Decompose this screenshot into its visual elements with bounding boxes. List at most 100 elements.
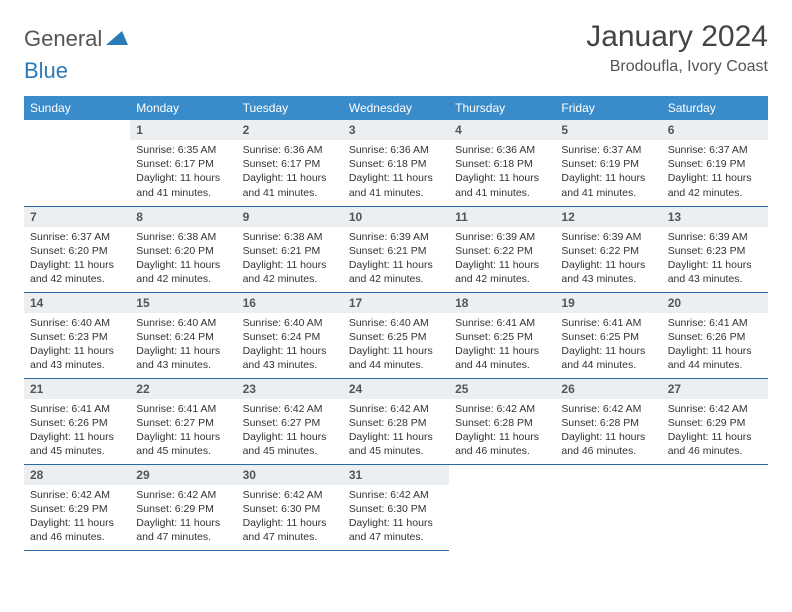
sunrise-line: Sunrise: 6:41 AM bbox=[30, 402, 124, 416]
sunset-line: Sunset: 6:17 PM bbox=[243, 157, 337, 171]
sunset-line: Sunset: 6:29 PM bbox=[136, 502, 230, 516]
calendar-week-row: 28Sunrise: 6:42 AMSunset: 6:29 PMDayligh… bbox=[24, 464, 768, 550]
sunrise-line: Sunrise: 6:40 AM bbox=[243, 316, 337, 330]
calendar-day-cell: 28Sunrise: 6:42 AMSunset: 6:29 PMDayligh… bbox=[24, 464, 130, 550]
calendar-day-cell: 22Sunrise: 6:41 AMSunset: 6:27 PMDayligh… bbox=[130, 378, 236, 464]
day-number: 5 bbox=[555, 120, 661, 140]
daylight-line: Daylight: 11 hours and 41 minutes. bbox=[455, 171, 549, 199]
calendar-day-cell: 26Sunrise: 6:42 AMSunset: 6:28 PMDayligh… bbox=[555, 378, 661, 464]
daylight-line: Daylight: 11 hours and 43 minutes. bbox=[30, 344, 124, 372]
weekday-header: Tuesday bbox=[237, 96, 343, 120]
day-body: Sunrise: 6:41 AMSunset: 6:26 PMDaylight:… bbox=[662, 313, 768, 377]
calendar-day-cell: 15Sunrise: 6:40 AMSunset: 6:24 PMDayligh… bbox=[130, 292, 236, 378]
daylight-line: Daylight: 11 hours and 44 minutes. bbox=[668, 344, 762, 372]
sunrise-line: Sunrise: 6:42 AM bbox=[349, 488, 443, 502]
calendar-day-cell: 13Sunrise: 6:39 AMSunset: 6:23 PMDayligh… bbox=[662, 206, 768, 292]
daylight-line: Daylight: 11 hours and 47 minutes. bbox=[136, 516, 230, 544]
day-number: 19 bbox=[555, 293, 661, 313]
day-body: Sunrise: 6:41 AMSunset: 6:25 PMDaylight:… bbox=[555, 313, 661, 377]
sunrise-line: Sunrise: 6:41 AM bbox=[561, 316, 655, 330]
sunset-line: Sunset: 6:18 PM bbox=[455, 157, 549, 171]
day-number: 12 bbox=[555, 207, 661, 227]
daylight-line: Daylight: 11 hours and 41 minutes. bbox=[561, 171, 655, 199]
calendar-day-cell: 29Sunrise: 6:42 AMSunset: 6:29 PMDayligh… bbox=[130, 464, 236, 550]
sunrise-line: Sunrise: 6:42 AM bbox=[349, 402, 443, 416]
sunset-line: Sunset: 6:23 PM bbox=[30, 330, 124, 344]
daylight-line: Daylight: 11 hours and 45 minutes. bbox=[30, 430, 124, 458]
day-body: Sunrise: 6:42 AMSunset: 6:30 PMDaylight:… bbox=[237, 485, 343, 549]
sunrise-line: Sunrise: 6:42 AM bbox=[668, 402, 762, 416]
day-number: 23 bbox=[237, 379, 343, 399]
daylight-line: Daylight: 11 hours and 45 minutes. bbox=[136, 430, 230, 458]
sunset-line: Sunset: 6:27 PM bbox=[243, 416, 337, 430]
calendar-day-cell: 24Sunrise: 6:42 AMSunset: 6:28 PMDayligh… bbox=[343, 378, 449, 464]
calendar-week-row: 14Sunrise: 6:40 AMSunset: 6:23 PMDayligh… bbox=[24, 292, 768, 378]
daylight-line: Daylight: 11 hours and 41 minutes. bbox=[136, 171, 230, 199]
day-body: Sunrise: 6:37 AMSunset: 6:19 PMDaylight:… bbox=[555, 140, 661, 204]
sunrise-line: Sunrise: 6:39 AM bbox=[455, 230, 549, 244]
day-number: 17 bbox=[343, 293, 449, 313]
sunrise-line: Sunrise: 6:41 AM bbox=[455, 316, 549, 330]
calendar-week-row: 21Sunrise: 6:41 AMSunset: 6:26 PMDayligh… bbox=[24, 378, 768, 464]
calendar-day-cell: 25Sunrise: 6:42 AMSunset: 6:28 PMDayligh… bbox=[449, 378, 555, 464]
logo: General bbox=[24, 20, 130, 52]
sunset-line: Sunset: 6:29 PM bbox=[668, 416, 762, 430]
logo-text-general: General bbox=[24, 26, 102, 52]
day-body: Sunrise: 6:35 AMSunset: 6:17 PMDaylight:… bbox=[130, 140, 236, 204]
day-body: Sunrise: 6:42 AMSunset: 6:30 PMDaylight:… bbox=[343, 485, 449, 549]
day-body: Sunrise: 6:40 AMSunset: 6:25 PMDaylight:… bbox=[343, 313, 449, 377]
sunset-line: Sunset: 6:26 PM bbox=[30, 416, 124, 430]
day-body: Sunrise: 6:42 AMSunset: 6:27 PMDaylight:… bbox=[237, 399, 343, 463]
day-body: Sunrise: 6:42 AMSunset: 6:29 PMDaylight:… bbox=[662, 399, 768, 463]
calendar-day-cell: 10Sunrise: 6:39 AMSunset: 6:21 PMDayligh… bbox=[343, 206, 449, 292]
sunrise-line: Sunrise: 6:37 AM bbox=[561, 143, 655, 157]
sunset-line: Sunset: 6:27 PM bbox=[136, 416, 230, 430]
sunset-line: Sunset: 6:28 PM bbox=[561, 416, 655, 430]
daylight-line: Daylight: 11 hours and 46 minutes. bbox=[455, 430, 549, 458]
day-number: 31 bbox=[343, 465, 449, 485]
calendar-day-cell: 6Sunrise: 6:37 AMSunset: 6:19 PMDaylight… bbox=[662, 120, 768, 206]
month-title: January 2024 bbox=[586, 20, 768, 54]
daylight-line: Daylight: 11 hours and 44 minutes. bbox=[561, 344, 655, 372]
daylight-line: Daylight: 11 hours and 42 minutes. bbox=[668, 171, 762, 199]
weekday-header: Monday bbox=[130, 96, 236, 120]
logo-triangle-icon bbox=[106, 29, 128, 50]
daylight-line: Daylight: 11 hours and 42 minutes. bbox=[30, 258, 124, 286]
calendar-day-cell: 16Sunrise: 6:40 AMSunset: 6:24 PMDayligh… bbox=[237, 292, 343, 378]
day-body: Sunrise: 6:37 AMSunset: 6:19 PMDaylight:… bbox=[662, 140, 768, 204]
calendar-day-cell: 2Sunrise: 6:36 AMSunset: 6:17 PMDaylight… bbox=[237, 120, 343, 206]
day-number: 15 bbox=[130, 293, 236, 313]
sunset-line: Sunset: 6:22 PM bbox=[455, 244, 549, 258]
day-body: Sunrise: 6:39 AMSunset: 6:22 PMDaylight:… bbox=[449, 227, 555, 291]
sunset-line: Sunset: 6:22 PM bbox=[561, 244, 655, 258]
sunrise-line: Sunrise: 6:37 AM bbox=[30, 230, 124, 244]
calendar-week-row: ..1Sunrise: 6:35 AMSunset: 6:17 PMDaylig… bbox=[24, 120, 768, 206]
daylight-line: Daylight: 11 hours and 45 minutes. bbox=[243, 430, 337, 458]
day-number: 16 bbox=[237, 293, 343, 313]
daylight-line: Daylight: 11 hours and 46 minutes. bbox=[30, 516, 124, 544]
day-number: 24 bbox=[343, 379, 449, 399]
calendar-day-cell: 30Sunrise: 6:42 AMSunset: 6:30 PMDayligh… bbox=[237, 464, 343, 550]
sunset-line: Sunset: 6:26 PM bbox=[668, 330, 762, 344]
day-body: Sunrise: 6:42 AMSunset: 6:28 PMDaylight:… bbox=[449, 399, 555, 463]
sunset-line: Sunset: 6:25 PM bbox=[349, 330, 443, 344]
sunset-line: Sunset: 6:30 PM bbox=[243, 502, 337, 516]
day-body: Sunrise: 6:38 AMSunset: 6:21 PMDaylight:… bbox=[237, 227, 343, 291]
sunrise-line: Sunrise: 6:36 AM bbox=[455, 143, 549, 157]
day-number: 27 bbox=[662, 379, 768, 399]
calendar-day-cell: 18Sunrise: 6:41 AMSunset: 6:25 PMDayligh… bbox=[449, 292, 555, 378]
sunset-line: Sunset: 6:20 PM bbox=[136, 244, 230, 258]
calendar-header-row: SundayMondayTuesdayWednesdayThursdayFrid… bbox=[24, 96, 768, 120]
day-number: 3 bbox=[343, 120, 449, 140]
day-body: Sunrise: 6:41 AMSunset: 6:26 PMDaylight:… bbox=[24, 399, 130, 463]
sunset-line: Sunset: 6:28 PM bbox=[455, 416, 549, 430]
calendar-body: ..1Sunrise: 6:35 AMSunset: 6:17 PMDaylig… bbox=[24, 120, 768, 550]
calendar-day-cell: 3Sunrise: 6:36 AMSunset: 6:18 PMDaylight… bbox=[343, 120, 449, 206]
weekday-header: Wednesday bbox=[343, 96, 449, 120]
sunset-line: Sunset: 6:24 PM bbox=[243, 330, 337, 344]
sunset-line: Sunset: 6:21 PM bbox=[349, 244, 443, 258]
calendar-table: SundayMondayTuesdayWednesdayThursdayFrid… bbox=[24, 96, 768, 551]
day-number: 20 bbox=[662, 293, 768, 313]
sunrise-line: Sunrise: 6:42 AM bbox=[136, 488, 230, 502]
calendar-day-cell: .. bbox=[662, 464, 768, 550]
